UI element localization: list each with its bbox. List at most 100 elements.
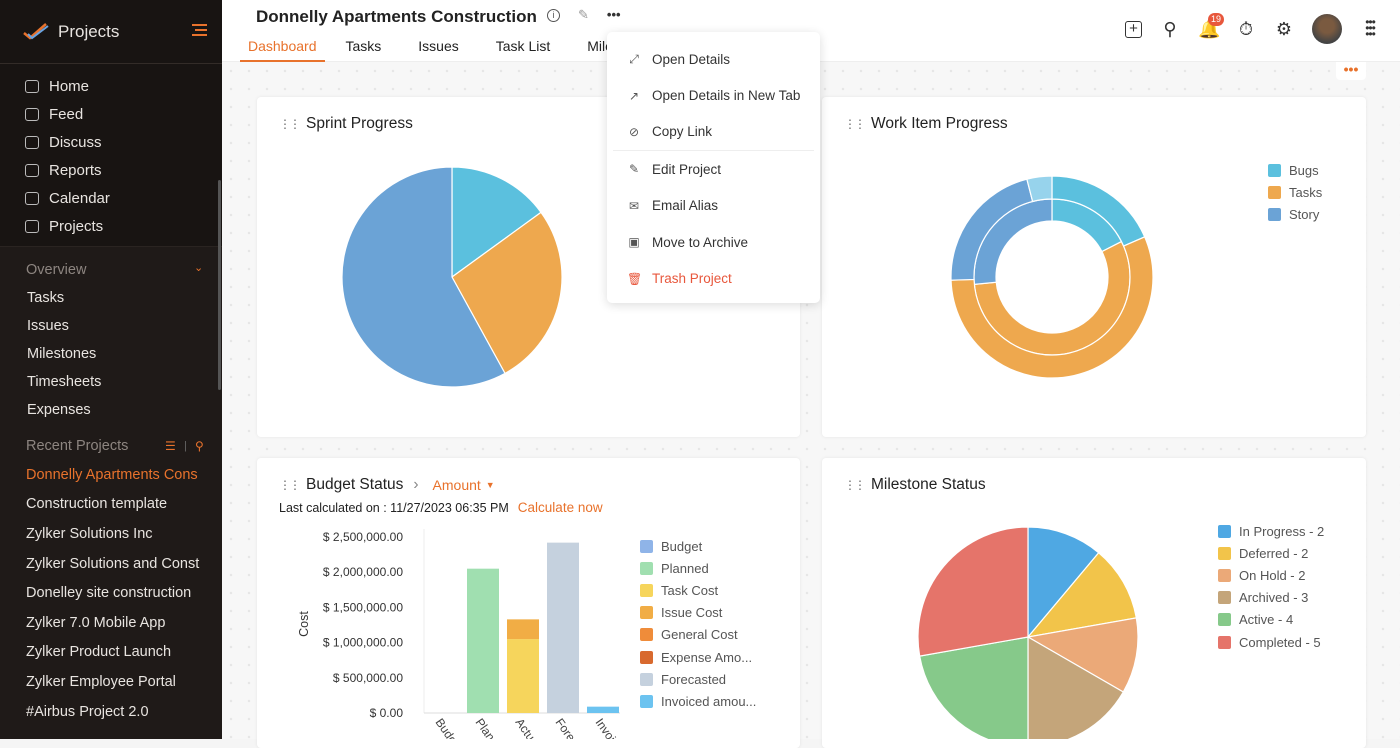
menu-item-edit-project[interactable]: ✎ Edit Project	[607, 151, 820, 187]
legend-label: Tasks	[1289, 184, 1323, 200]
menu-item-copy-link[interactable]: ⊘ Copy Link	[607, 114, 820, 150]
pie-slice[interactable]	[451, 211, 563, 375]
sidebar-item-home[interactable]: Home	[0, 72, 222, 100]
pencil-icon: ✎	[628, 162, 640, 177]
recent-project-item[interactable]: #Airbus Project 2.0	[26, 703, 149, 720]
sidebar-item-reports[interactable]: Reports	[0, 156, 222, 184]
pie-slice[interactable]	[917, 526, 1029, 657]
filter-icon[interactable]: ☰	[165, 439, 176, 453]
edit-icon[interactable]: ✎	[578, 7, 589, 22]
dashboard-more-icon[interactable]: •••	[1336, 62, 1366, 80]
legend-item[interactable]: On Hold - 2	[1218, 564, 1324, 586]
menu-toggle-icon[interactable]	[192, 24, 207, 36]
sidebar-item-label: Home	[49, 77, 90, 95]
legend-item[interactable]: General Cost	[640, 624, 756, 646]
pie-slice[interactable]	[918, 636, 1029, 739]
recent-project-item[interactable]: Donelley site construction	[26, 585, 192, 602]
bell-icon[interactable]: 🔔 19	[1198, 13, 1225, 39]
caret-down-icon[interactable]: ▼	[485, 480, 495, 490]
menu-item-open-details-in-new-tab[interactable]: ↗ Open Details in New Tab	[607, 77, 820, 113]
legend-item[interactable]: Forecasted	[640, 668, 756, 690]
recent-project-item[interactable]: Zylker Solutions and Const	[26, 555, 200, 572]
menu-item-email-alias[interactable]: ✉ Email Alias	[607, 188, 820, 224]
amount-dropdown[interactable]: Amount	[432, 477, 481, 493]
more-options-icon[interactable]: •••	[606, 7, 621, 22]
avatar[interactable]	[1312, 14, 1342, 44]
info-icon[interactable]: i	[547, 9, 560, 22]
sidebar-item-projects[interactable]: Projects	[0, 212, 222, 240]
legend-item[interactable]: Archived - 3	[1218, 587, 1324, 609]
reports-icon	[25, 163, 39, 177]
add-icon[interactable]: +	[1125, 20, 1142, 38]
pie-slice[interactable]	[1027, 526, 1100, 639]
menu-item-trash-project[interactable]: 🗑 Trash Project	[607, 260, 820, 296]
pie-slice[interactable]	[451, 166, 542, 279]
menu-item-open-details[interactable]: ⤢ Open Details	[607, 41, 820, 77]
legend-swatch	[640, 672, 653, 686]
legend-item[interactable]: Task Cost	[640, 579, 756, 601]
drag-handle-icon[interactable]: ⋮⋮	[844, 478, 866, 492]
legend-item[interactable]: Deferred - 2	[1218, 542, 1324, 564]
chevron-down-icon[interactable]: ⌄	[194, 262, 204, 274]
donut-outer-segment[interactable]	[1026, 175, 1053, 203]
recent-project-item[interactable]: Zylker Employee Portal	[26, 673, 176, 690]
sidebar-item-discuss[interactable]: Discuss	[0, 128, 222, 156]
pie-slice[interactable]	[1026, 617, 1139, 693]
legend-item[interactable]: In Progress - 2	[1218, 520, 1324, 542]
sidebar-scrollbar[interactable]	[218, 180, 221, 390]
drag-handle-icon[interactable]: ⋮⋮	[279, 478, 301, 492]
legend-item[interactable]: Expense Amo...	[640, 646, 756, 668]
pie-slice[interactable]	[1027, 635, 1125, 739]
legend-item[interactable]: Tasks	[1268, 181, 1322, 203]
legend-item[interactable]: Story	[1268, 203, 1322, 225]
recent-project-item[interactable]: Construction template	[26, 496, 168, 513]
search-icon[interactable]: ⚲	[195, 439, 204, 453]
apps-grid-icon[interactable]: ••• ••• •••	[1365, 15, 1376, 41]
timer-icon[interactable]: ⏱	[1238, 19, 1254, 39]
drag-handle-icon[interactable]: ⋮⋮	[279, 117, 301, 131]
overview-item-tasks[interactable]: Tasks	[27, 290, 65, 306]
bar-segment[interactable]	[547, 542, 579, 713]
calculate-now-link[interactable]: Calculate now	[517, 500, 603, 515]
tab-tasks[interactable]: Tasks	[345, 38, 382, 54]
menu-item-move-to-archive[interactable]: ▣ Move to Archive	[607, 224, 820, 260]
bar-segment[interactable]	[467, 568, 499, 713]
pie-slice[interactable]	[1026, 551, 1138, 638]
bar-segment[interactable]	[587, 706, 619, 713]
app-brand[interactable]: Projects	[0, 0, 222, 64]
tab-task-list[interactable]: Task List	[495, 38, 551, 54]
legend-swatch	[640, 561, 653, 575]
overview-item-expenses[interactable]: Expenses	[27, 402, 91, 418]
legend-item[interactable]: Completed - 5	[1218, 631, 1324, 653]
menu-item-label: Open Details	[652, 51, 731, 67]
sidebar-item-calendar[interactable]: Calendar	[0, 184, 222, 212]
recent-project-item[interactable]: Zylker Solutions Inc	[26, 525, 153, 542]
overview-header[interactable]: Overview ⌄	[0, 256, 222, 284]
pie-slice[interactable]	[341, 166, 506, 388]
tab-issues[interactable]: Issues	[418, 38, 459, 54]
bar-segment[interactable]	[507, 639, 539, 713]
overview-item-milestones[interactable]: Milestones	[27, 346, 97, 362]
legend-label: Budget	[661, 538, 703, 554]
bar-segment[interactable]	[507, 619, 539, 640]
legend-item[interactable]: Budget	[640, 535, 756, 557]
recent-project-item[interactable]: Donnelly Apartments Cons	[26, 466, 198, 483]
tab-dashboard[interactable]: Dashboard	[240, 36, 325, 63]
overview-item-timesheets[interactable]: Timesheets	[27, 374, 102, 390]
recent-project-item[interactable]: Zylker 7.0 Mobile App	[26, 614, 166, 631]
y-tick-label: $ 2,000,000.00	[323, 565, 403, 579]
legend-item[interactable]: Planned	[640, 557, 756, 579]
recent-project-item[interactable]: Zylker Product Launch	[26, 644, 172, 661]
overview-item-issues[interactable]: Issues	[27, 318, 69, 334]
legend-item[interactable]: Active - 4	[1218, 609, 1324, 631]
donut-outer-segment[interactable]	[950, 236, 1154, 379]
sidebar-item-feed[interactable]: Feed	[0, 100, 222, 128]
legend-item[interactable]: Issue Cost	[640, 602, 756, 624]
chevron-right-icon[interactable]: ›	[413, 476, 419, 493]
legend-item[interactable]: Bugs	[1268, 159, 1322, 181]
search-icon[interactable]: ⚲	[1163, 19, 1177, 39]
legend-item[interactable]: Invoiced amou...	[640, 690, 756, 712]
gear-icon[interactable]: ⚙	[1275, 19, 1293, 39]
drag-handle-icon[interactable]: ⋮⋮	[844, 117, 866, 131]
